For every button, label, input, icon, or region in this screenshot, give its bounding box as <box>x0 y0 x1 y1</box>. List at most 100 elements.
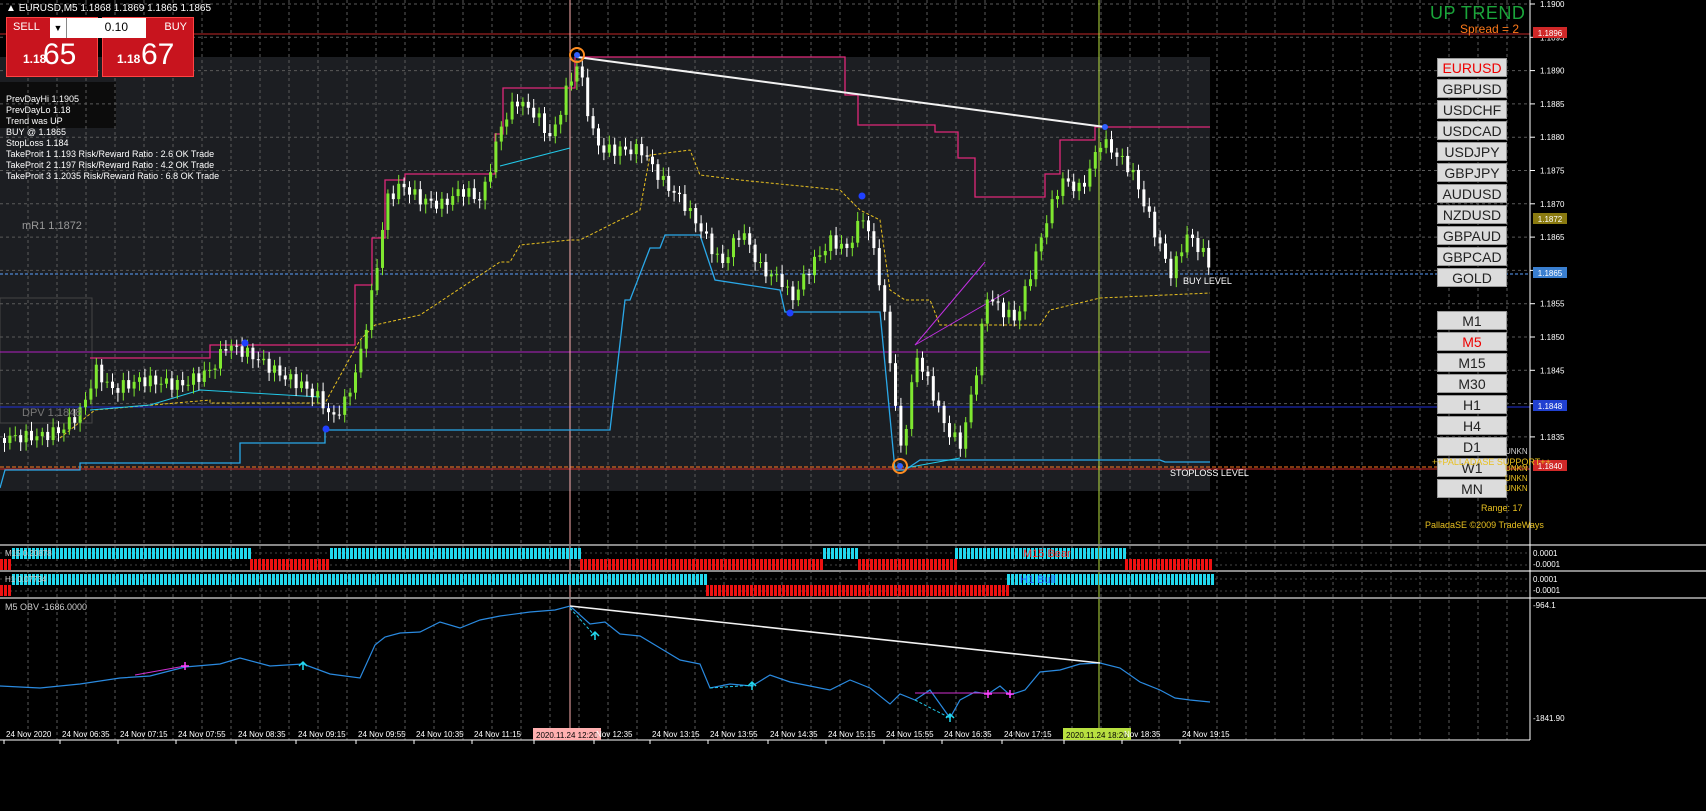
candle-body <box>807 273 811 276</box>
candle-body <box>980 323 984 376</box>
bear-bar <box>750 585 753 596</box>
symbol-button-gbpaud[interactable]: GBPAUD <box>1437 226 1507 245</box>
candle-body <box>262 358 266 361</box>
candle-body <box>942 405 946 424</box>
timeframe-button-d1[interactable]: D1 <box>1437 437 1507 456</box>
time-tick-label: 24 Nov 11:15 <box>474 730 522 739</box>
bull-bar <box>236 574 239 585</box>
bull-bar <box>424 574 427 585</box>
symbol-button-gbpusd[interactable]: GBPUSD <box>1437 79 1507 98</box>
candle-body <box>861 220 865 222</box>
price-tag-label: 1.1865 <box>1538 269 1563 278</box>
bear-bar <box>994 585 997 596</box>
bull-bar <box>410 548 413 559</box>
candle-body <box>688 208 692 212</box>
bull-bar <box>588 574 591 585</box>
symbol-button-audusd[interactable]: AUDUSD <box>1437 184 1507 203</box>
bear-bar <box>826 585 829 596</box>
bull-bar <box>104 548 107 559</box>
symbol-button-eurusd[interactable]: EURUSD <box>1437 58 1507 77</box>
bull-bar <box>120 574 123 585</box>
bull-bar <box>566 548 569 559</box>
bear-bar <box>1141 559 1144 570</box>
bear-bar <box>290 559 293 570</box>
timeframe-button-mn[interactable]: MN <box>1437 479 1507 498</box>
candle-body <box>67 417 71 430</box>
bull-bar <box>152 574 155 585</box>
bull-bar <box>616 574 619 585</box>
symbol-button-gold[interactable]: GOLD <box>1437 268 1507 287</box>
bull-bar <box>1075 548 1078 559</box>
bull-bar <box>516 574 519 585</box>
bull-bar <box>80 574 83 585</box>
bear-bar <box>664 559 667 570</box>
bull-bar <box>384 574 387 585</box>
bull-bar <box>1179 574 1182 585</box>
symbol-button-usdjpy[interactable]: USDJPY <box>1437 142 1507 161</box>
unkn-label: UNKN <box>1505 474 1528 483</box>
bear-bar <box>910 585 913 596</box>
bull-bar <box>394 548 397 559</box>
bear-bar <box>752 559 755 570</box>
bear-bar <box>870 559 873 570</box>
candle-body <box>775 274 779 276</box>
bull-bar <box>1091 574 1094 585</box>
price-tag-bg <box>1533 27 1567 38</box>
symbol-button-usdcad[interactable]: USDCAD <box>1437 121 1507 140</box>
bull-bar <box>430 548 433 559</box>
bull-bar <box>1103 574 1106 585</box>
time-tick-label: 24 Nov 08:35 <box>238 730 286 739</box>
timeframe-button-m1[interactable]: M1 <box>1437 311 1507 330</box>
bear-bar <box>722 585 725 596</box>
trend-label: UP TREND <box>1430 3 1526 23</box>
bear-bar <box>922 585 925 596</box>
symbol-button-list: EURUSD GBPUSD USDCHF USDCAD USDJPY GBPJPY AUDU… <box>1437 58 1507 289</box>
bull-bar <box>608 574 611 585</box>
symbol-button-gbpcad[interactable]: GBPCAD <box>1437 247 1507 266</box>
bull-bar <box>528 574 531 585</box>
candle-body <box>1088 168 1092 187</box>
bull-bar <box>967 548 970 559</box>
bear-bar <box>776 559 779 570</box>
candle-body <box>348 392 352 397</box>
candle-body <box>796 289 800 301</box>
bear-bar <box>1169 559 1172 570</box>
candle-body <box>456 189 460 197</box>
bull-bar <box>116 548 119 559</box>
candle-body <box>40 431 44 437</box>
bull-bar <box>454 548 457 559</box>
price-tag-label: 1.1896 <box>1538 29 1563 38</box>
bear-bar <box>1205 559 1208 570</box>
bull-bar <box>474 548 477 559</box>
price-axis: 1.19001.18951.18901.18851.18801.18751.18… <box>1530 0 1567 471</box>
bear-bar <box>780 559 783 570</box>
timeframe-button-m30[interactable]: M30 <box>1437 374 1507 393</box>
timeframe-button-h1[interactable]: H1 <box>1437 395 1507 414</box>
symbol-button-nzdusd[interactable]: NZDUSD <box>1437 205 1507 224</box>
bear-bar <box>298 559 301 570</box>
bull-bar <box>823 548 826 559</box>
bull-bar <box>672 574 675 585</box>
symbol-button-gbpjpy[interactable]: GBPJPY <box>1437 163 1507 182</box>
bull-bar <box>232 574 235 585</box>
bull-bar <box>536 574 539 585</box>
bear-bar <box>886 559 889 570</box>
timeframe-button-m5[interactable]: M5 <box>1437 332 1507 351</box>
bull-bar <box>356 574 359 585</box>
symbol-button-usdchf[interactable]: USDCHF <box>1437 100 1507 119</box>
chevron-down-icon[interactable]: ▼ <box>50 18 67 38</box>
candle-body <box>445 198 449 205</box>
bear-bar <box>258 559 261 570</box>
timeframe-button-w1[interactable]: W1 <box>1437 458 1507 477</box>
sell-price-small: 1.18 <box>23 52 47 66</box>
bull-bar <box>1199 574 1202 585</box>
timeframe-button-m15[interactable]: M15 <box>1437 353 1507 372</box>
bull-bar <box>1195 574 1198 585</box>
candle-body <box>985 299 989 324</box>
candle-body <box>607 144 611 153</box>
lot-size-input[interactable]: 0.10 <box>50 18 146 38</box>
timeframe-button-h4[interactable]: H4 <box>1437 416 1507 435</box>
bull-bar <box>464 574 467 585</box>
info-line: TakeProit 2 1.197 Risk/Reward Ratio : 4.… <box>6 160 215 170</box>
